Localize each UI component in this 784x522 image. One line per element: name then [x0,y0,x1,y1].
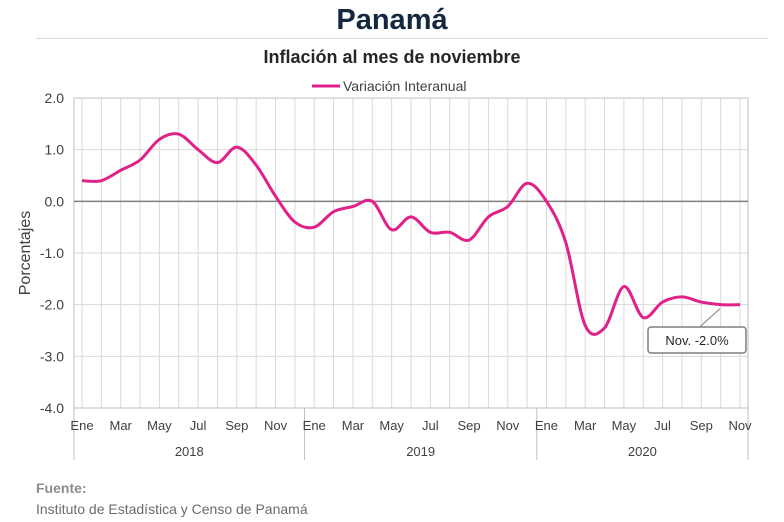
x-tick-label: May [379,418,404,433]
title-divider [36,38,768,39]
axis-labels: 2.0 1.0 0.0 -1.0 -2.0 -3.0 -4.0 Porcentajes Ene M… [17,90,752,459]
x-tick-label: Nov [264,418,288,433]
axes [73,97,749,460]
source-text: Instituto de Estadística y Censo de Pana… [36,501,308,517]
x-tick-label: Nov [728,418,752,433]
plot-frame [73,97,749,409]
y-tick-label: 1.0 [45,142,65,158]
y-tick-label: -3.0 [40,348,64,364]
annotation-layer: Nov. -2.0% [647,308,747,354]
legend-label: Variación Interanual [343,78,466,94]
x-tick-label: Jul [422,418,439,433]
y-tick-label: 0.0 [45,193,65,209]
y-tick-label: 2.0 [45,90,65,106]
x-tick-label: May [147,418,172,433]
annotation-label: Nov. -2.0% [665,333,729,348]
y-tick-label: -4.0 [40,400,64,416]
year-label: 2020 [628,444,657,459]
x-tick-label: Sep [457,418,480,433]
legend: Variación Interanual [312,78,466,94]
x-tick-label: Nov [496,418,520,433]
year-label: 2019 [406,444,435,459]
series-line [81,132,741,336]
year-label: 2018 [175,444,204,459]
y-tick-label: -2.0 [40,297,64,313]
source-label: Fuente: [36,480,87,496]
x-tick-label: Sep [690,418,713,433]
annotation-leader [699,308,721,328]
x-tick-label: May [612,418,637,433]
x-tick-label: Ene [303,418,326,433]
chart-title: Inflación al mes de noviembre [263,47,521,67]
y-axis-title: Porcentajes [17,211,34,296]
annotation-box [647,326,747,354]
x-tick-label: Mar [574,418,597,433]
x-tick-label: Jul [654,418,671,433]
grid-lines [74,97,748,409]
x-tick-label: Mar [110,418,133,433]
page-title: Panamá [336,4,448,36]
x-tick-label: Ene [535,418,558,433]
x-tick-label: Jul [190,418,207,433]
x-tick-label: Sep [225,418,248,433]
y-tick-label: -1.0 [40,245,64,261]
x-tick-label: Ene [70,418,93,433]
x-tick-label: Mar [342,418,365,433]
series-layer [81,132,741,336]
